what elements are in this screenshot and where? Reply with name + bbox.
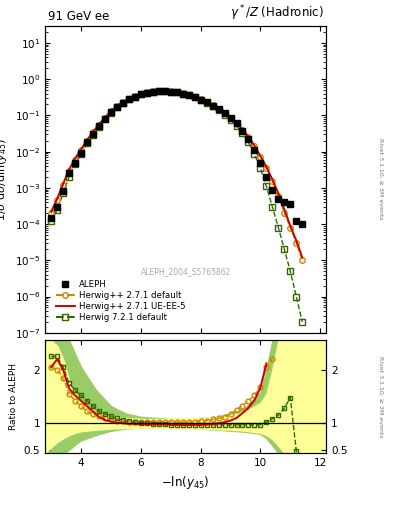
Y-axis label: Ratio to ALEPH: Ratio to ALEPH	[9, 364, 18, 430]
Text: $\gamma^*/Z$ (Hadronic): $\gamma^*/Z$ (Hadronic)	[230, 3, 323, 23]
Text: 91 GeV ee: 91 GeV ee	[48, 10, 109, 23]
X-axis label: $-\ln(y_{45})$: $-\ln(y_{45})$	[162, 474, 210, 490]
Text: Rivet 3.1.10, ≥ 3M events: Rivet 3.1.10, ≥ 3M events	[379, 138, 384, 220]
Legend: ALEPH, Herwig++ 2.7.1 default, Herwig++ 2.7.1 UE-EE-5, Herwig 7.2.1 default: ALEPH, Herwig++ 2.7.1 default, Herwig++ …	[52, 276, 189, 326]
Text: ALEPH_2004_S5765862: ALEPH_2004_S5765862	[141, 267, 231, 276]
Text: Rivet 3.1.10, ≥ 3M events: Rivet 3.1.10, ≥ 3M events	[379, 356, 384, 438]
Y-axis label: 1/$\sigma$ d$\sigma$/dln($y_{45}$): 1/$\sigma$ d$\sigma$/dln($y_{45}$)	[0, 138, 9, 221]
